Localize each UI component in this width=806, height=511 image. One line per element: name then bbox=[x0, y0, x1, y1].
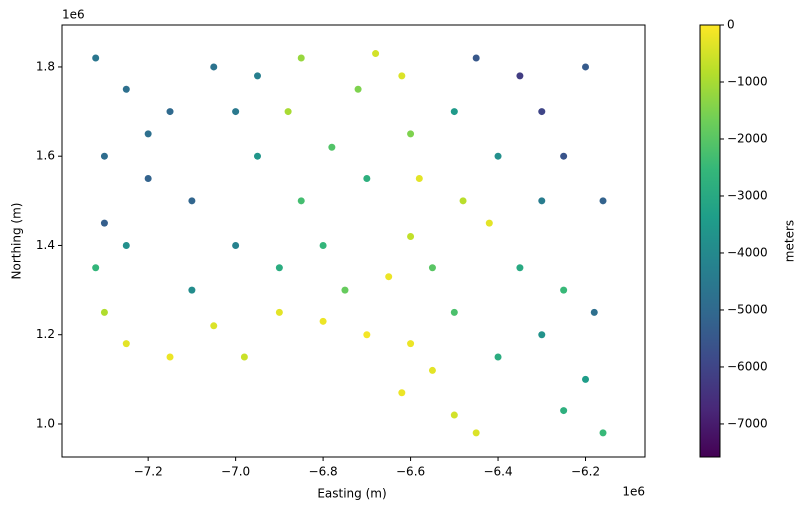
point bbox=[319, 317, 327, 325]
colorbar-tick-label: −5000 bbox=[727, 302, 768, 316]
point bbox=[363, 331, 371, 339]
point bbox=[100, 152, 108, 160]
point bbox=[428, 366, 436, 374]
point bbox=[428, 264, 436, 272]
point bbox=[516, 264, 524, 272]
y-tick-label: 1.0 bbox=[36, 416, 55, 430]
point bbox=[560, 152, 568, 160]
point bbox=[319, 241, 327, 249]
point bbox=[297, 54, 305, 62]
point bbox=[599, 429, 607, 437]
y-tick-label: 1.4 bbox=[36, 238, 55, 252]
y-axis-label: Northing (m) bbox=[10, 203, 24, 280]
point bbox=[485, 219, 493, 227]
x-tick-label: −7.2 bbox=[134, 465, 163, 479]
point bbox=[232, 241, 240, 249]
point bbox=[599, 197, 607, 205]
point bbox=[560, 407, 568, 415]
point bbox=[144, 175, 152, 183]
point bbox=[516, 72, 524, 80]
point bbox=[100, 219, 108, 227]
point bbox=[459, 197, 467, 205]
point bbox=[166, 108, 174, 116]
x-tick-label: −6.2 bbox=[571, 465, 600, 479]
x-tick-label: −7.0 bbox=[221, 465, 250, 479]
point bbox=[354, 85, 362, 93]
point bbox=[122, 241, 130, 249]
point bbox=[275, 264, 283, 272]
y-tick-label: 1.2 bbox=[36, 327, 55, 341]
point bbox=[253, 152, 261, 160]
point bbox=[188, 286, 196, 294]
colorbar-tick-label: −1000 bbox=[727, 74, 768, 88]
x-tick-label: −6.8 bbox=[309, 465, 338, 479]
point bbox=[450, 411, 458, 419]
point bbox=[284, 108, 292, 116]
point bbox=[253, 72, 261, 80]
colorbar-tick-label: 0 bbox=[727, 18, 735, 32]
point bbox=[450, 308, 458, 316]
colorbar-tick-label: −4000 bbox=[727, 245, 768, 259]
point bbox=[538, 197, 546, 205]
colorbar-tick-label: −7000 bbox=[727, 416, 768, 430]
point bbox=[398, 72, 406, 80]
point bbox=[407, 130, 415, 138]
x-offset: 1e6 bbox=[622, 485, 645, 499]
point bbox=[363, 175, 371, 183]
point bbox=[398, 389, 406, 397]
colorbar-tick-label: −6000 bbox=[727, 359, 768, 373]
point bbox=[92, 264, 100, 272]
plot-frame bbox=[61, 24, 646, 458]
colorbar-label: meters bbox=[783, 220, 797, 262]
point bbox=[560, 286, 568, 294]
y-tick-label: 1.6 bbox=[36, 149, 55, 163]
point bbox=[538, 108, 546, 116]
point bbox=[385, 273, 393, 281]
point bbox=[92, 54, 100, 62]
point bbox=[472, 429, 480, 437]
x-tick-label: −6.6 bbox=[396, 465, 425, 479]
x-tick-label: −6.4 bbox=[483, 465, 512, 479]
point bbox=[122, 85, 130, 93]
point bbox=[166, 353, 174, 361]
point bbox=[582, 375, 590, 383]
point bbox=[494, 152, 502, 160]
point bbox=[341, 286, 349, 294]
colorbar-tick-label: −3000 bbox=[727, 188, 768, 202]
point bbox=[100, 308, 108, 316]
point bbox=[582, 63, 590, 71]
point bbox=[538, 331, 546, 339]
point bbox=[275, 308, 283, 316]
point bbox=[232, 108, 240, 116]
point bbox=[372, 50, 380, 58]
point bbox=[472, 54, 480, 62]
point bbox=[188, 197, 196, 205]
point bbox=[297, 197, 305, 205]
colorbar-tick-label: −2000 bbox=[727, 131, 768, 145]
point bbox=[450, 108, 458, 116]
point bbox=[144, 130, 152, 138]
colorbar bbox=[699, 24, 721, 458]
point bbox=[122, 340, 130, 348]
y-offset: 1e6 bbox=[62, 8, 85, 22]
point bbox=[407, 233, 415, 241]
x-axis-label: Easting (m) bbox=[317, 487, 386, 501]
point bbox=[407, 340, 415, 348]
point bbox=[210, 63, 218, 71]
point bbox=[590, 308, 598, 316]
y-tick-label: 1.8 bbox=[36, 59, 55, 73]
point bbox=[415, 175, 423, 183]
point bbox=[210, 322, 218, 330]
point bbox=[328, 143, 336, 151]
point bbox=[494, 353, 502, 361]
point bbox=[240, 353, 248, 361]
